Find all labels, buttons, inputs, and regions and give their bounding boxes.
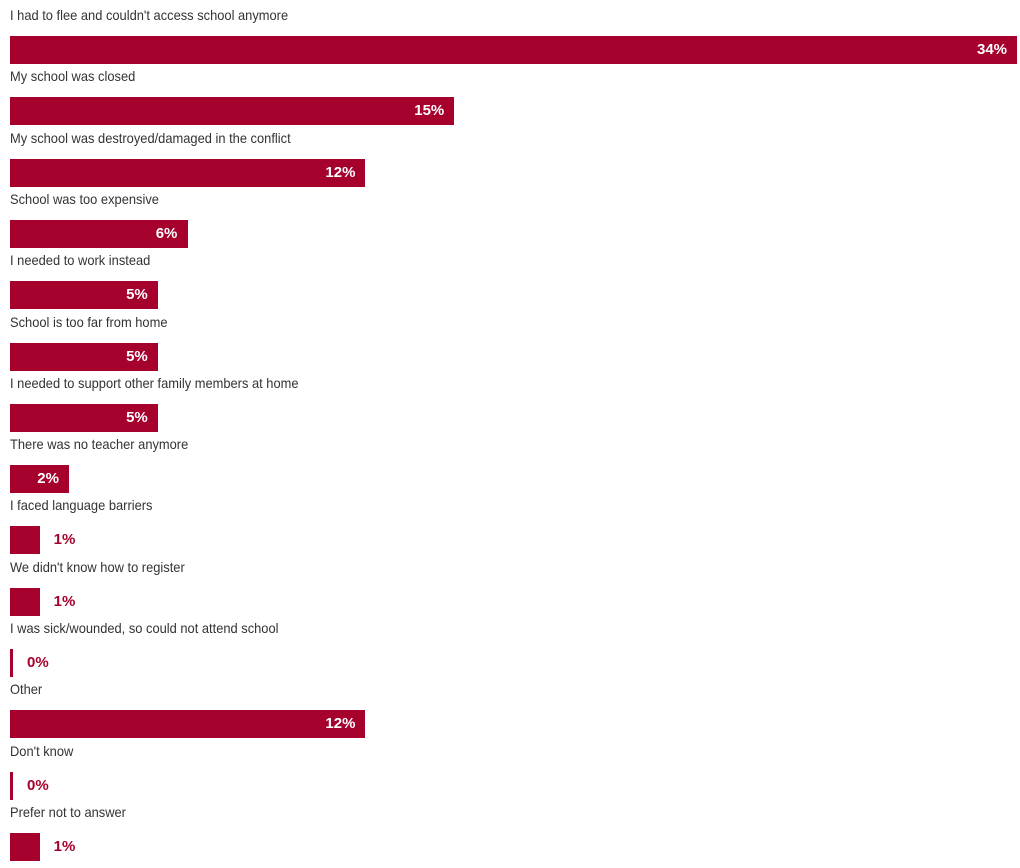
- value-label: 1%: [53, 592, 76, 610]
- value-label: 1%: [53, 837, 76, 855]
- value-label: 12%: [325, 163, 356, 181]
- category-label: My school was closed: [10, 68, 136, 85]
- category-label: We didn't know how to register: [10, 558, 185, 575]
- bar: [10, 771, 13, 800]
- value-label: 34%: [977, 41, 1008, 58]
- category-label: I had to flee and couldn't access school…: [10, 7, 289, 23]
- category-label: Other: [10, 681, 43, 698]
- bar: [10, 465, 70, 494]
- value-label: 6%: [155, 224, 178, 242]
- category-label: My school was destroyed/damaged in the c…: [10, 129, 291, 146]
- bar: [10, 649, 13, 677]
- bar: [10, 219, 188, 248]
- bar: [10, 587, 40, 616]
- bar: [10, 97, 455, 126]
- category-label: I needed to support other family members…: [10, 374, 299, 391]
- value-label: 1%: [53, 531, 76, 549]
- bar: [10, 526, 40, 555]
- value-label: 12%: [325, 715, 356, 733]
- value-label: 5%: [126, 286, 148, 304]
- bar: [10, 342, 159, 371]
- category-label: School is too far from home: [10, 313, 168, 330]
- value-label: 2%: [37, 470, 59, 488]
- bar: [10, 36, 1017, 64]
- bar: [10, 710, 366, 739]
- category-label: I was sick/wounded, so could not attend …: [10, 620, 279, 636]
- category-label: Prefer not to answer: [10, 803, 126, 820]
- value-label: 0%: [27, 776, 49, 794]
- bar: [10, 158, 366, 187]
- bar: [10, 832, 40, 861]
- category-label: School was too expensive: [10, 190, 159, 207]
- value-label: 5%: [126, 347, 148, 365]
- category-label: I needed to work instead: [10, 252, 151, 269]
- category-label: There was no teacher anymore: [10, 436, 189, 453]
- value-label: 0%: [27, 654, 49, 671]
- bar: [10, 403, 159, 432]
- value-label: 5%: [126, 408, 148, 426]
- bar: [10, 281, 159, 310]
- category-label: I faced language barriers: [10, 497, 153, 514]
- value-label: 15%: [414, 102, 445, 120]
- category-label: Don't know: [10, 742, 74, 759]
